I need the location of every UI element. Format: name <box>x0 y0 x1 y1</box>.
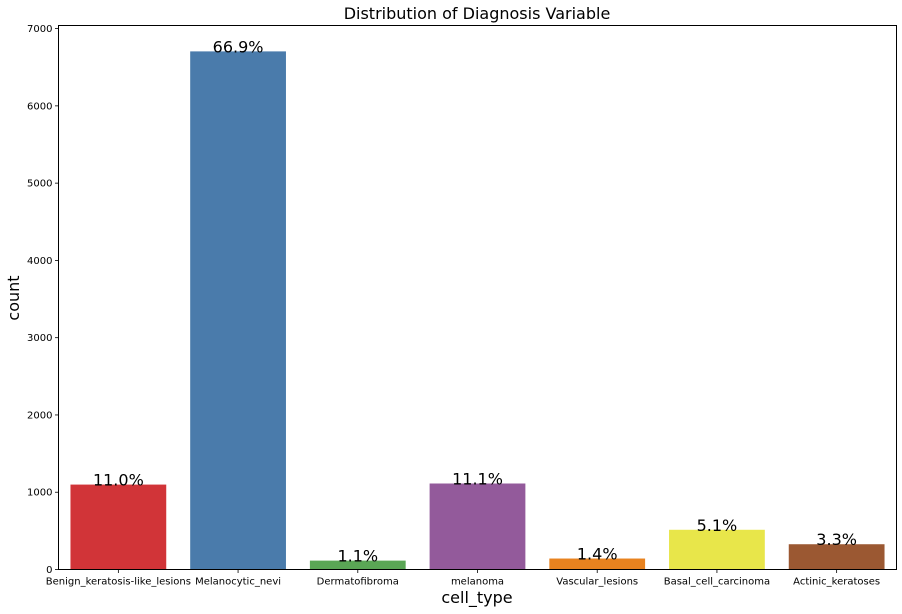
x-tick-label: Vascular_lesions <box>556 577 638 588</box>
y-tick-label: 7000 <box>27 24 52 35</box>
y-tick-label: 0 <box>46 565 52 576</box>
bar-data-label: 66.9% <box>213 37 264 56</box>
bar-6 <box>788 544 885 570</box>
y-tick-label: 2000 <box>27 410 52 421</box>
y-tick-label: 6000 <box>27 101 52 112</box>
bar-0 <box>70 484 167 570</box>
bar-5 <box>669 529 765 570</box>
bar-data-label: 3.3% <box>816 530 857 549</box>
y-tick-label: 4000 <box>27 256 52 267</box>
x-tick-label: Benign_keratosis-like_lesions <box>46 577 191 588</box>
y-tick-label: 5000 <box>27 179 52 190</box>
bar-data-label: 11.0% <box>93 471 144 490</box>
y-tick-label: 1000 <box>27 488 52 499</box>
chart-title: Distribution of Diagnosis Variable <box>344 4 611 23</box>
x-axis-ticks: Benign_keratosis-like_lesions Melanocytic… <box>46 569 880 588</box>
bar-2 <box>309 560 406 570</box>
x-axis-title: cell_type <box>441 588 512 608</box>
bar-data-label: 11.1% <box>452 470 503 489</box>
bar-data-label: 5.1% <box>697 516 738 535</box>
y-axis-title: count <box>4 275 23 320</box>
bar-data-label: 1.4% <box>577 545 618 564</box>
bar-data-label: 1.1% <box>337 547 378 566</box>
x-tick-label: Dermatofibroma <box>317 577 399 588</box>
bars-group <box>70 51 885 570</box>
bar-4 <box>549 558 646 570</box>
bar-1 <box>190 51 286 570</box>
x-tick-label: Melanocytic_nevi <box>195 577 281 588</box>
y-tick-label: 3000 <box>27 333 52 344</box>
bar-labels-group: 11.0% 66.9% 1.1% 11.1% 1.4% 5.1% 3.3% <box>93 37 857 565</box>
x-tick-label: Basal_cell_carcinoma <box>664 577 770 588</box>
x-tick-label: melanoma <box>451 577 504 588</box>
plot-frame <box>58 25 897 570</box>
x-tick-label: Actinic_keratoses <box>793 577 880 588</box>
y-axis-ticks: 0 1000 2000 3000 4000 5000 6000 7000 <box>27 24 59 576</box>
bar-3 <box>429 483 526 570</box>
